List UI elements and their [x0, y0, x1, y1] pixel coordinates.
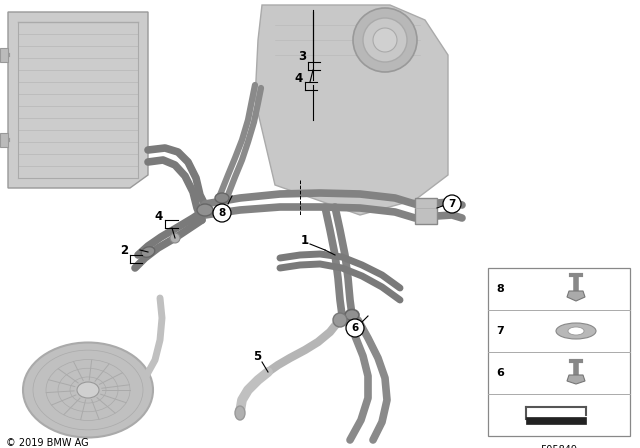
Circle shape [346, 319, 364, 337]
Circle shape [363, 18, 407, 62]
Polygon shape [567, 291, 585, 301]
Bar [415, 198, 437, 224]
Circle shape [353, 8, 417, 72]
Polygon shape [8, 12, 148, 188]
Polygon shape [255, 5, 448, 215]
Circle shape [213, 204, 231, 222]
Circle shape [443, 195, 461, 213]
Ellipse shape [141, 247, 155, 257]
Ellipse shape [556, 323, 596, 339]
Circle shape [333, 313, 347, 327]
Ellipse shape [345, 310, 359, 320]
Text: 1: 1 [301, 233, 309, 246]
Ellipse shape [77, 382, 99, 398]
Text: 505849: 505849 [541, 445, 577, 448]
Polygon shape [567, 375, 585, 384]
Text: 2: 2 [120, 245, 128, 258]
Text: 8: 8 [496, 284, 504, 294]
Text: © 2019 BMW AG: © 2019 BMW AG [6, 438, 88, 448]
Ellipse shape [235, 406, 245, 420]
Text: 5: 5 [253, 349, 261, 362]
Ellipse shape [215, 193, 229, 203]
Bar [0, 48, 8, 62]
Circle shape [170, 233, 180, 243]
Circle shape [373, 28, 397, 52]
Bar [0, 133, 8, 147]
Text: 6: 6 [496, 368, 504, 378]
Text: 7: 7 [448, 199, 456, 209]
Text: 8: 8 [218, 208, 226, 218]
Ellipse shape [197, 204, 213, 216]
Text: 6: 6 [351, 323, 358, 333]
Bar [526, 417, 586, 424]
Ellipse shape [23, 343, 153, 438]
Bar [488, 268, 630, 436]
Text: 4: 4 [155, 210, 163, 223]
Text: 4: 4 [295, 72, 303, 85]
Text: 7: 7 [496, 326, 504, 336]
Text: 3: 3 [298, 49, 306, 63]
Ellipse shape [568, 327, 584, 335]
